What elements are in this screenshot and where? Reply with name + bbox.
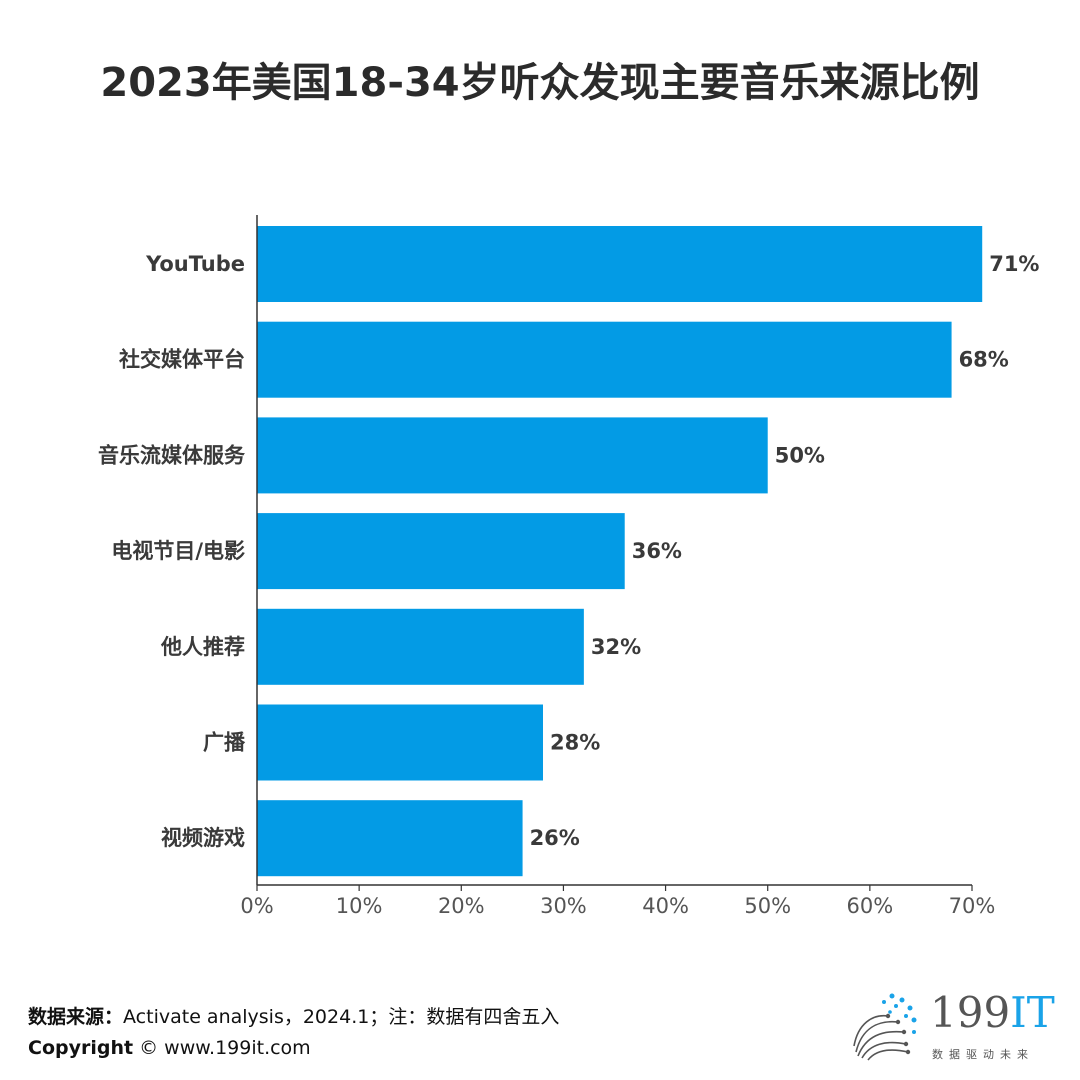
x-tick-label-3: 30% [540, 894, 587, 918]
brand-logo: 199IT 数据驱动未来 [848, 988, 1055, 1068]
x-tick-label-4: 40% [642, 894, 689, 918]
x-tick-label-0: 0% [240, 894, 273, 918]
category-label-2: 音乐流媒体服务 [98, 443, 246, 467]
x-tick-label-5: 50% [744, 894, 791, 918]
logo-suffix: IT [1010, 988, 1055, 1037]
logo-number: 199 [930, 988, 1011, 1037]
category-label-0: YouTube [145, 252, 245, 276]
value-label-0: 71% [989, 252, 1039, 276]
value-label-6: 26% [530, 826, 580, 850]
value-label-5: 28% [550, 731, 600, 755]
source-label: 数据来源： [28, 1006, 124, 1028]
logo-slogan: 数据驱动未来 [932, 1048, 1034, 1061]
category-label-6: 视频游戏 [161, 826, 245, 850]
value-label-3: 36% [632, 539, 682, 563]
bar-6 [257, 800, 523, 877]
x-tick-label-1: 10% [336, 894, 383, 918]
copyright-label: Copyright [28, 1037, 134, 1059]
copyright-note: Copyright © www.199it.com [28, 1037, 311, 1059]
source-text: Activate analysis，2024.1；注：数据有四舍五入 [123, 1006, 560, 1028]
value-label-1: 68% [959, 348, 1009, 372]
x-tick-label-2: 20% [438, 894, 485, 918]
logo-wordmark: 199IT [930, 988, 1055, 1037]
bar-0 [257, 226, 983, 302]
value-label-4: 32% [591, 635, 641, 659]
source-note: 数据来源：Activate analysis，2024.1；注：数据有四舍五入 [28, 1002, 559, 1029]
x-tick-label-6: 60% [847, 894, 894, 918]
bar-5 [257, 704, 543, 781]
value-label-2: 50% [775, 443, 825, 467]
chart-title: 2023年美国18-34岁听众发现主要音乐来源比例 [100, 60, 980, 106]
bar-4 [257, 608, 584, 685]
x-tick-label-7: 70% [949, 894, 996, 918]
bar-3 [257, 513, 625, 590]
category-label-1: 社交媒体平台 [118, 348, 245, 372]
category-label-4: 他人推荐 [160, 635, 245, 659]
bar-1 [257, 321, 952, 398]
copyright-text: © www.199it.com [133, 1037, 311, 1059]
category-label-3: 电视节目/电影 [111, 539, 245, 563]
logo-mark-icon [853, 993, 917, 1061]
category-label-5: 广播 [203, 731, 246, 755]
bar-2 [257, 417, 768, 494]
